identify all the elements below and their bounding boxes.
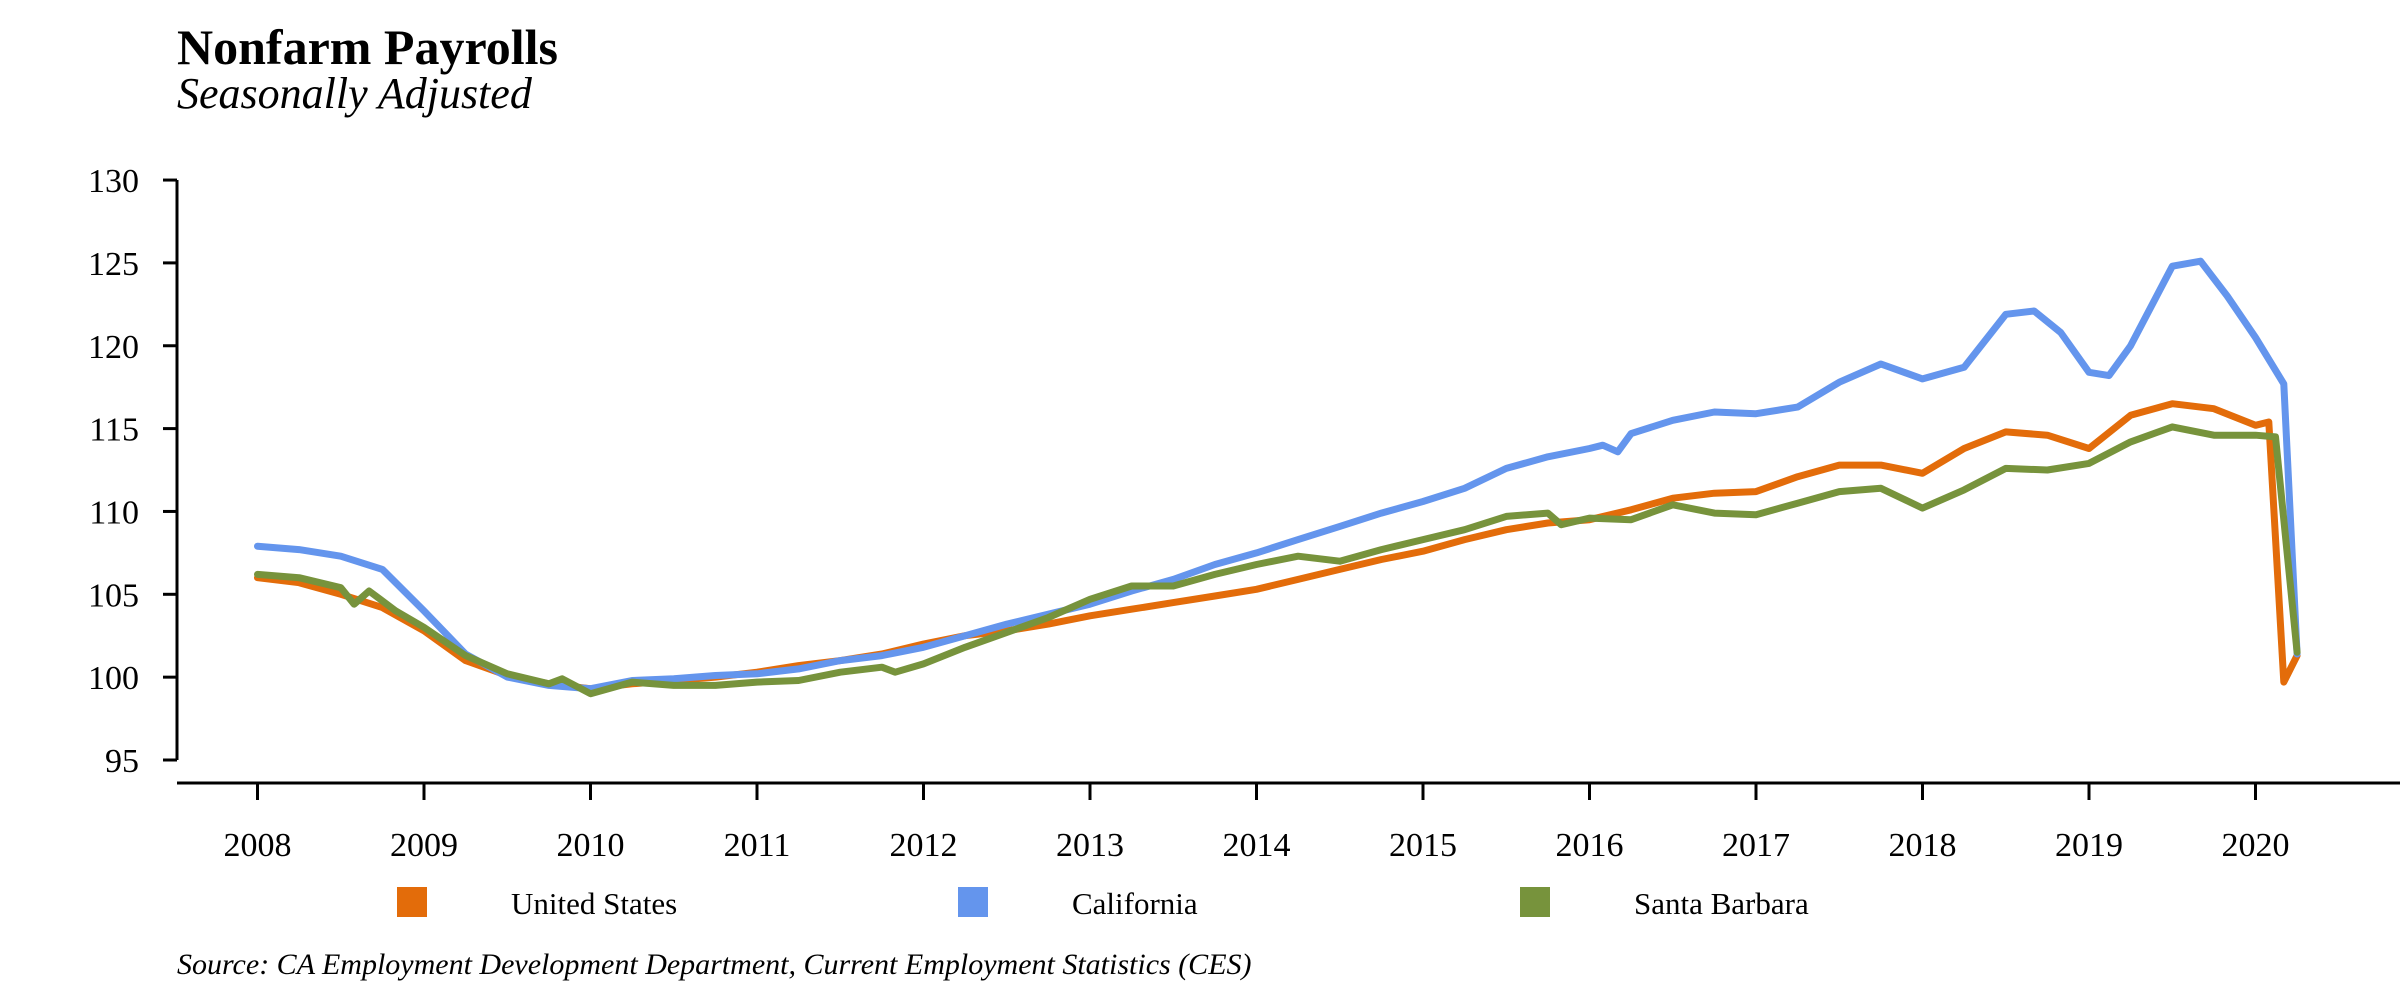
y-tick-label: 125: [88, 246, 139, 283]
x-tick-label: 2010: [557, 827, 625, 864]
x-axis: 2008 2009 2010 2011 2012 2013 2014 2015 2016 2017…: [177, 781, 2400, 864]
x-tick-label: 2014: [1223, 827, 1291, 864]
y-tick-label: 130: [88, 163, 139, 200]
x-tick-label: 2012: [890, 827, 958, 864]
legend-label-california: California: [1072, 886, 1198, 921]
x-tick-label: 2020: [2222, 827, 2290, 864]
x-tick-label: 2016: [1556, 827, 1624, 864]
chart-source: Source: CA Employment Development Depart…: [177, 948, 1252, 981]
x-tick-label: 2018: [1889, 827, 1957, 864]
plot-lines: [254, 257, 2301, 698]
legend-label-united-states: United States: [511, 886, 677, 921]
series-line-santa-barbara: [254, 423, 2301, 698]
y-tick-label: 115: [89, 412, 139, 449]
chart-subtitle: Seasonally Adjusted: [177, 69, 532, 118]
chart-title: Nonfarm Payrolls: [177, 19, 558, 75]
legend: United States California Santa Barbara: [397, 886, 1809, 921]
y-tick-label: 95: [105, 743, 139, 780]
x-tick-label: 2013: [1056, 827, 1124, 864]
y-axis: 95 100 105 110 115 120 125 130: [88, 163, 179, 780]
y-tick-label: 120: [88, 329, 139, 366]
x-tick-label: 2008: [224, 827, 292, 864]
y-tick-label: 110: [89, 494, 139, 531]
y-tick-label: 100: [88, 660, 139, 697]
legend-swatch-california: [958, 887, 988, 917]
x-tick-label: 2011: [724, 827, 791, 864]
legend-swatch-united-states: [397, 887, 427, 917]
x-tick-label: 2015: [1389, 827, 1457, 864]
x-tick-label: 2017: [1722, 827, 1790, 864]
legend-label-santa-barbara: Santa Barbara: [1634, 886, 1809, 921]
y-tick-label: 105: [88, 577, 139, 614]
x-tick-label: 2019: [2055, 827, 2123, 864]
x-tick-label: 2009: [390, 827, 458, 864]
legend-swatch-santa-barbara: [1520, 887, 1550, 917]
